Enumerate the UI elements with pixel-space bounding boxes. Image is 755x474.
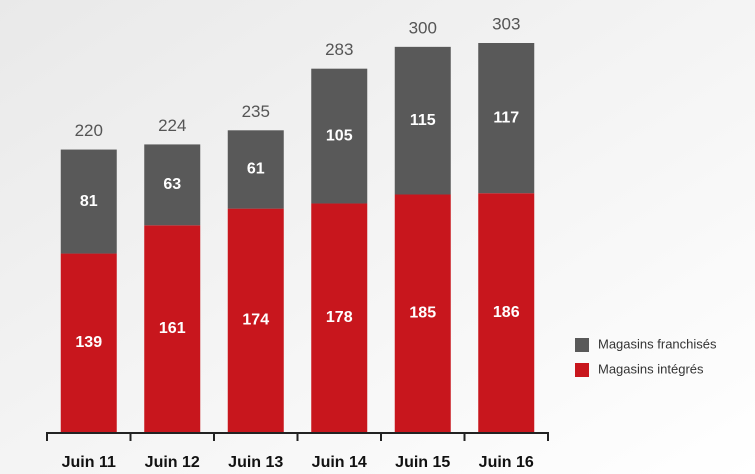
total-label: 235 <box>242 102 270 121</box>
total-label: 224 <box>158 116 186 135</box>
value-label: 161 <box>159 320 186 337</box>
bar-segment <box>144 225 201 432</box>
bar-segment <box>311 203 368 432</box>
legend-label: Magasins franchisés <box>598 336 717 351</box>
x-tick-label: Juin 15 <box>395 454 450 471</box>
bar-segment <box>227 208 284 432</box>
bar-segment <box>311 68 368 204</box>
value-label: 81 <box>80 193 98 210</box>
value-label: 61 <box>247 161 265 178</box>
bar-segment <box>144 144 201 226</box>
value-label: 178 <box>326 309 353 326</box>
total-label: 220 <box>75 121 103 140</box>
value-label: 105 <box>326 127 353 144</box>
value-label: 186 <box>493 304 520 321</box>
bar-segment <box>394 46 451 195</box>
value-label: 115 <box>410 112 436 129</box>
x-tick-label: Juin 12 <box>145 454 200 471</box>
value-label: 139 <box>75 334 102 351</box>
value-label: 174 <box>242 312 269 329</box>
x-tick-label: Juin 13 <box>228 454 283 471</box>
bar-segment <box>478 193 535 432</box>
bar-segment <box>60 149 117 254</box>
legend-swatch <box>575 338 589 352</box>
total-label: 300 <box>409 18 437 37</box>
legend-swatch <box>575 363 589 377</box>
value-label: 63 <box>163 176 181 193</box>
bar-segment <box>394 194 451 432</box>
bar-segment <box>60 253 117 432</box>
value-label: 117 <box>493 109 519 126</box>
value-label: 185 <box>409 304 436 321</box>
x-tick-label: Juin 11 <box>62 454 116 471</box>
x-tick-label: Juin 14 <box>312 454 367 471</box>
x-tick-label: Juin 16 <box>479 454 534 471</box>
total-label: 303 <box>492 14 520 33</box>
total-label: 283 <box>325 40 353 59</box>
legend-label: Magasins intégrés <box>598 361 704 376</box>
bar-segment <box>478 43 535 194</box>
bar-segment <box>227 130 284 209</box>
